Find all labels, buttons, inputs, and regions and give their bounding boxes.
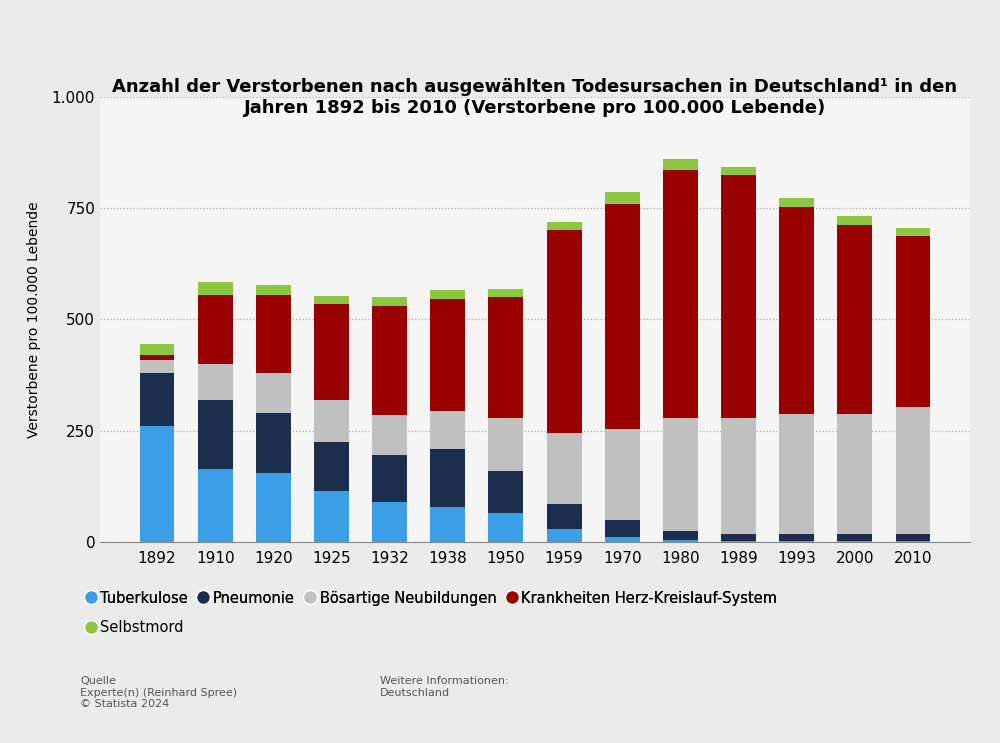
Bar <box>372 415 407 455</box>
Bar <box>140 360 174 373</box>
Bar <box>314 296 349 304</box>
Bar <box>256 413 291 473</box>
Bar <box>488 297 523 418</box>
Bar <box>547 504 582 529</box>
Bar <box>198 469 233 542</box>
Bar <box>140 355 174 360</box>
Bar <box>721 534 756 541</box>
Bar <box>198 282 233 295</box>
Bar <box>488 471 523 513</box>
Bar <box>896 236 930 407</box>
Bar <box>430 299 465 411</box>
Bar <box>837 541 872 542</box>
Bar <box>314 442 349 491</box>
Bar <box>430 290 465 299</box>
Bar <box>372 306 407 415</box>
Legend: Selbstmord: Selbstmord <box>87 620 184 635</box>
Bar <box>430 449 465 507</box>
Bar <box>721 541 756 542</box>
Legend: Tuberkulose, Pneumonie, Bösartige Neubildungen, Krankheiten Herz-Kreislauf-Syste: Tuberkulose, Pneumonie, Bösartige Neubil… <box>87 591 777 606</box>
Bar <box>721 166 756 175</box>
Bar <box>198 400 233 469</box>
Bar <box>256 473 291 542</box>
Bar <box>605 537 640 542</box>
Bar <box>605 192 640 204</box>
Bar <box>547 529 582 542</box>
Bar <box>896 541 930 542</box>
Text: Quelle
Experte(n) (Reinhard Spree)
© Statista 2024: Quelle Experte(n) (Reinhard Spree) © Sta… <box>80 676 237 710</box>
Bar <box>721 418 756 534</box>
Bar <box>488 418 523 471</box>
Bar <box>779 541 814 542</box>
Bar <box>372 502 407 542</box>
Bar <box>837 534 872 541</box>
Text: Weitere Informationen:
Deutschland: Weitere Informationen: Deutschland <box>380 676 509 698</box>
Bar <box>372 297 407 306</box>
Bar <box>547 433 582 504</box>
Bar <box>779 207 814 414</box>
Bar <box>547 230 582 433</box>
Bar <box>430 411 465 449</box>
Bar <box>198 364 233 400</box>
Bar <box>430 507 465 542</box>
Bar <box>663 540 698 542</box>
Bar <box>314 400 349 442</box>
Bar <box>663 418 698 531</box>
Bar <box>140 373 174 426</box>
Bar <box>663 531 698 540</box>
Bar <box>896 227 930 236</box>
Bar <box>314 491 349 542</box>
Bar <box>837 215 872 224</box>
Bar <box>779 414 814 534</box>
Bar <box>256 373 291 413</box>
Bar <box>140 344 174 355</box>
Bar <box>837 414 872 534</box>
Bar <box>314 304 349 400</box>
Bar <box>256 295 291 373</box>
Bar <box>721 175 756 418</box>
Bar <box>779 198 814 207</box>
Bar <box>372 455 407 502</box>
Y-axis label: Verstorbene pro 100.000 Lebende: Verstorbene pro 100.000 Lebende <box>27 201 41 438</box>
Bar <box>488 289 523 297</box>
Bar <box>488 513 523 542</box>
Bar <box>605 204 640 429</box>
Bar <box>896 534 930 541</box>
Bar <box>547 222 582 230</box>
Bar <box>896 407 930 534</box>
Bar <box>605 520 640 537</box>
Bar <box>663 170 698 418</box>
Bar <box>256 285 291 295</box>
Bar <box>663 159 698 170</box>
Text: Anzahl der Verstorbenen nach ausgewählten Todesursachen in Deutschland¹ in den
J: Anzahl der Verstorbenen nach ausgewählte… <box>112 78 958 117</box>
Bar <box>837 224 872 414</box>
Bar <box>779 534 814 541</box>
Bar <box>198 295 233 364</box>
Bar <box>605 429 640 520</box>
Bar <box>140 426 174 542</box>
